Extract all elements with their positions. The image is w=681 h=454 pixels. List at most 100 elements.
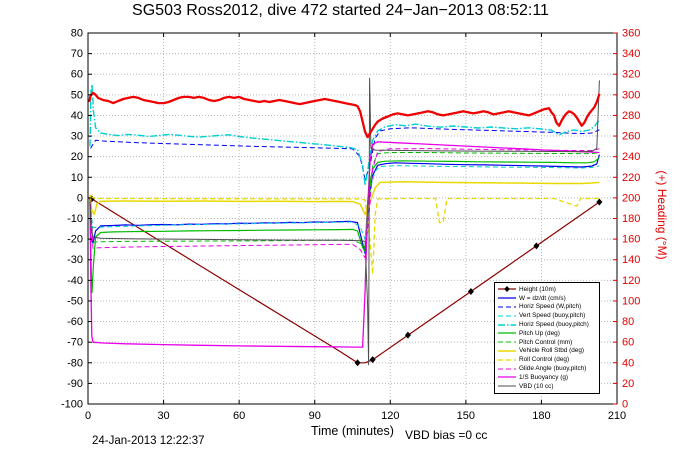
series-pitch_up — [89, 157, 600, 294]
y-left-tick-label: -60 — [67, 316, 83, 328]
series-w_dzdt — [89, 154, 600, 255]
series-pitch_control — [90, 152, 600, 248]
y-right-tick-label: 220 — [622, 172, 640, 184]
x-tick-label: 0 — [85, 410, 91, 422]
legend-label: 1/S Buoyancy (g) — [519, 373, 569, 381]
y-right-tick-label: 60 — [622, 337, 634, 349]
legend-sample-line — [498, 323, 516, 326]
y-left-tick-label: -100 — [61, 399, 83, 411]
x-tick-label: 60 — [233, 410, 245, 422]
y-right-tick-label: 40 — [622, 357, 634, 369]
legend-item: 1/S Buoyancy (g) — [497, 373, 599, 382]
y-left-tick-label: 60 — [71, 69, 83, 81]
diamond-marker — [369, 356, 376, 364]
x-tick-label: 150 — [457, 410, 475, 422]
y-right-tick-label: 140 — [622, 254, 640, 266]
legend-item: VBD (10 cc) — [497, 382, 599, 391]
y-left-tick-label: -30 — [67, 254, 83, 266]
legend-label: W = dz/dt (cm/s) — [519, 294, 566, 302]
diamond-marker — [467, 287, 474, 295]
y-left-tick-label: 10 — [71, 172, 83, 184]
right-y-axis-label: (+) Heading (°M) — [655, 170, 669, 260]
series-heading — [88, 91, 601, 139]
plot-timestamp: 24-Jan-2013 12:22:37 — [92, 435, 205, 447]
x-tick-label: 30 — [157, 410, 169, 422]
y-right-tick-label: 100 — [622, 295, 640, 307]
series-buoyancy — [89, 141, 600, 348]
y-right-tick-label: 280 — [622, 110, 640, 122]
legend-label: Glide Angle (buoy,pitch) — [519, 365, 587, 373]
y-right-tick-label: 300 — [622, 89, 640, 101]
y-left-tick-label: -10 — [67, 213, 83, 225]
x-axis-label: Time (minutes) — [311, 424, 394, 438]
legend-item: W = dz/dt (cm/s) — [497, 294, 599, 303]
y-right-tick-label: 0 — [622, 399, 628, 411]
legend-label: Pitch Control (mm) — [519, 338, 573, 346]
x-tick-label: 90 — [309, 410, 321, 422]
y-left-tick-label: -80 — [67, 357, 83, 369]
legend-sample-line — [498, 359, 516, 361]
legend-sample-line — [498, 306, 516, 308]
legend-sample-line — [498, 315, 516, 317]
series-roll_stbd — [89, 181, 600, 216]
legend-label: Height (10m) — [519, 285, 556, 293]
y-right-tick-label: 340 — [622, 48, 640, 60]
vbd-bias-text: VBD bias =0 cc — [405, 428, 488, 442]
y-right-tick-label: 160 — [622, 234, 640, 246]
legend-label: Vehicle Roll Stbd (deg) — [519, 347, 585, 355]
legend-item: Horiz Speed (buoy,pitch) — [497, 320, 599, 329]
legend-label: Horiz Speed (buoy,pitch) — [519, 321, 589, 329]
diamond-marker — [596, 198, 603, 206]
x-tick-label: 120 — [381, 410, 399, 422]
y-left-tick-label: -90 — [67, 378, 83, 390]
legend-item: Vehicle Roll Stbd (deg) — [497, 347, 599, 356]
y-right-tick-label: 320 — [622, 69, 640, 81]
legend-sample-line — [498, 350, 516, 352]
series-glide_angle — [90, 148, 600, 259]
y-left-tick-label: 0 — [77, 192, 83, 204]
legend-label: Vert Speed (buoy,pitch) — [519, 312, 586, 320]
legend-label: Pitch Up (deg) — [519, 329, 560, 337]
diamond-marker — [533, 242, 540, 250]
legend-item: Glide Angle (buoy,pitch) — [497, 364, 599, 373]
legend-item: Horiz Speed (W,pitch) — [497, 303, 599, 312]
diamond-marker — [354, 359, 361, 367]
y-left-tick-label: 70 — [71, 48, 83, 60]
diamond-marker — [404, 331, 411, 339]
y-right-tick-label: 360 — [622, 28, 640, 40]
series-vert_speed_buoy_pitch — [90, 165, 600, 240]
y-left-tick-label: -50 — [67, 295, 83, 307]
x-tick-label: 180 — [532, 410, 550, 422]
legend-item: Height (10m) — [497, 285, 599, 294]
series-roll_control — [90, 196, 600, 275]
series-vbd — [89, 77, 600, 366]
y-right-tick-label: 80 — [622, 316, 634, 328]
legend-item: Pitch Up (deg) — [497, 329, 599, 338]
y-right-tick-label: 200 — [622, 192, 640, 204]
legend-label: VBD (10 cc) — [519, 382, 554, 390]
series-horiz_speed_buoy_pitch — [89, 83, 600, 187]
legend-sample-line — [498, 286, 516, 293]
y-left-tick-label: -20 — [67, 234, 83, 246]
y-left-tick-label: 20 — [71, 151, 83, 163]
legend: Height (10m) W = dz/dt (cm/s) Horiz Speed … — [494, 282, 600, 394]
legend-item: Roll Control (deg) — [497, 355, 599, 364]
y-right-tick-label: 20 — [622, 378, 634, 390]
legend-sample-line — [498, 385, 516, 387]
legend-sample-line — [498, 297, 516, 299]
legend-sample-line — [498, 332, 516, 334]
legend-item: Vert Speed (buoy,pitch) — [497, 311, 599, 320]
y-left-tick-label: 40 — [71, 110, 83, 122]
y-left-tick-label: 30 — [71, 131, 83, 143]
y-left-tick-label: -70 — [67, 337, 83, 349]
y-left-tick-label: -40 — [67, 275, 83, 287]
legend-label: Horiz Speed (W,pitch) — [519, 303, 582, 311]
x-tick-label: 210 — [608, 410, 626, 422]
chart-title: SG503 Ross2012, dive 472 started 24−Jan−… — [132, 2, 549, 19]
legend-sample-line — [498, 368, 516, 370]
y-left-tick-label: 80 — [71, 28, 83, 40]
legend-sample-line — [498, 341, 516, 343]
y-right-tick-label: 120 — [622, 275, 640, 287]
